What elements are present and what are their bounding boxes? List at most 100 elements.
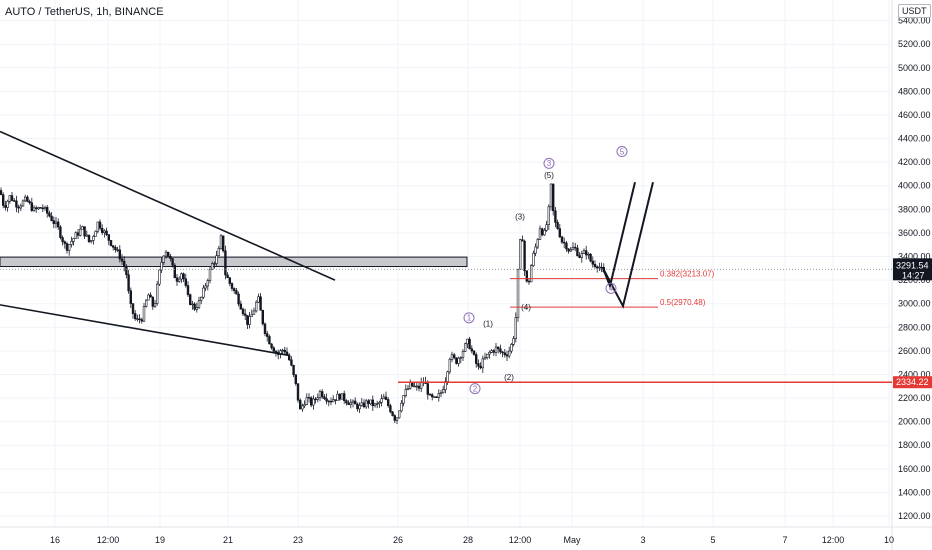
candle-body: [206, 280, 209, 287]
candle-body: [164, 251, 168, 257]
wave-label: (4): [521, 303, 531, 312]
candle-body: [149, 294, 152, 298]
price-tick-label: 4000.00: [898, 181, 931, 191]
time-tick-label: 10: [884, 535, 894, 545]
candle-body: [345, 400, 348, 404]
candle-body: [237, 293, 240, 305]
candle-body: [103, 230, 106, 233]
candle-body: [600, 266, 603, 269]
candle-body: [211, 263, 214, 270]
candle-body: [353, 400, 357, 405]
candle-body: [54, 221, 58, 224]
candle-body: [265, 333, 269, 337]
candle-body: [437, 393, 440, 398]
candle-body: [536, 238, 540, 248]
fib-level-label: 0.382(3213.07): [660, 270, 715, 279]
candle-body: [391, 411, 394, 416]
candle-body: [408, 381, 412, 389]
candle-body: [125, 266, 128, 275]
currency-badge[interactable]: USDT: [898, 4, 931, 18]
price-tick-label: 5200.00: [898, 39, 931, 49]
candle-body: [241, 308, 245, 315]
candle-body: [13, 200, 16, 202]
candle-body: [307, 397, 311, 399]
candle-body: [538, 228, 542, 240]
wave-labels: 0.382(3213.07) 0.5(2970.48) (3) (5) 3 5 (1) 1 2 (…: [463, 146, 715, 395]
candle-body: [178, 278, 181, 282]
candle-body: [257, 296, 260, 303]
candle-body: [114, 246, 117, 251]
candle-body: [217, 247, 220, 257]
candle-body: [171, 258, 174, 266]
drawing-lines[interactable]: [0, 130, 892, 383]
projection-path-b[interactable]: [602, 181, 654, 309]
candle-body: [151, 296, 154, 307]
candle-body: [554, 210, 557, 223]
candle-body: [459, 357, 462, 359]
candle-body: [129, 290, 132, 304]
candle-body: [479, 365, 482, 369]
candle-body: [461, 351, 465, 358]
candle-body: [305, 397, 308, 405]
candle-body: [578, 255, 581, 258]
candle-body: [400, 402, 403, 412]
price-axis[interactable]: 1200.00 1400.00 1600.00 1800.00 2000.00 2200.…: [893, 16, 932, 521]
price-tick-label: 4200.00: [898, 157, 931, 167]
candle-body: [518, 239, 522, 270]
candle-body: [584, 250, 588, 256]
candle-body: [138, 318, 141, 320]
candle-body: [215, 255, 218, 264]
candle-body: [510, 344, 513, 352]
candle-body: [514, 317, 518, 339]
candle-body: [529, 265, 533, 283]
trendline-lower-falling[interactable]: [0, 304, 291, 357]
price-tick-label: 2600.00: [898, 346, 931, 356]
wave-circle: [469, 383, 481, 395]
candle-body: [8, 195, 11, 202]
wave-circle: [543, 157, 555, 169]
candle-body: [59, 226, 62, 238]
candle-body: [360, 402, 363, 406]
candle-body: [393, 415, 396, 421]
candle-body: [109, 240, 113, 246]
resistance-zone-rect[interactable]: [0, 256, 468, 268]
candle-body: [131, 303, 135, 314]
candle-body: [76, 232, 80, 236]
candle-body: [127, 274, 130, 292]
candle-body: [371, 399, 374, 407]
projection-path-a[interactable]: [602, 181, 636, 290]
resistance-zone[interactable]: [0, 256, 468, 268]
candle-body: [15, 200, 18, 208]
time-axis[interactable]: 16 12:00 19 21 23 26 28 12:00 May 3 5 7 12:00 10: [50, 535, 894, 545]
candle-body: [472, 350, 476, 355]
candle-body: [90, 240, 93, 242]
candle-body: [184, 278, 187, 286]
candle-body: [576, 247, 579, 257]
candle-body: [558, 228, 562, 238]
candle-body: [17, 206, 20, 209]
candle-body: [250, 313, 253, 317]
candle-body: [156, 283, 159, 304]
candle-body: [112, 245, 115, 248]
candle-body: [61, 237, 64, 243]
candle-body: [485, 353, 489, 358]
candle-body: [213, 263, 216, 265]
candle-body: [340, 393, 344, 400]
candle-body: [101, 228, 104, 233]
candle-body: [244, 313, 247, 316]
candle-body: [235, 290, 238, 295]
candle-body: [219, 235, 223, 249]
candle-body: [147, 294, 150, 301]
candle-body: [329, 400, 333, 403]
candle-body: [202, 287, 205, 298]
candle-body: [316, 397, 319, 400]
time-tick-label: 21: [223, 535, 233, 545]
candle-body: [450, 354, 454, 360]
price-tick-label: 5400.00: [898, 16, 931, 26]
candle-body: [65, 243, 69, 251]
trendline-upper-falling[interactable]: [0, 130, 336, 281]
time-tick-label: 12:00: [509, 535, 532, 545]
candle-body: [426, 383, 429, 395]
candle-body: [595, 266, 599, 269]
